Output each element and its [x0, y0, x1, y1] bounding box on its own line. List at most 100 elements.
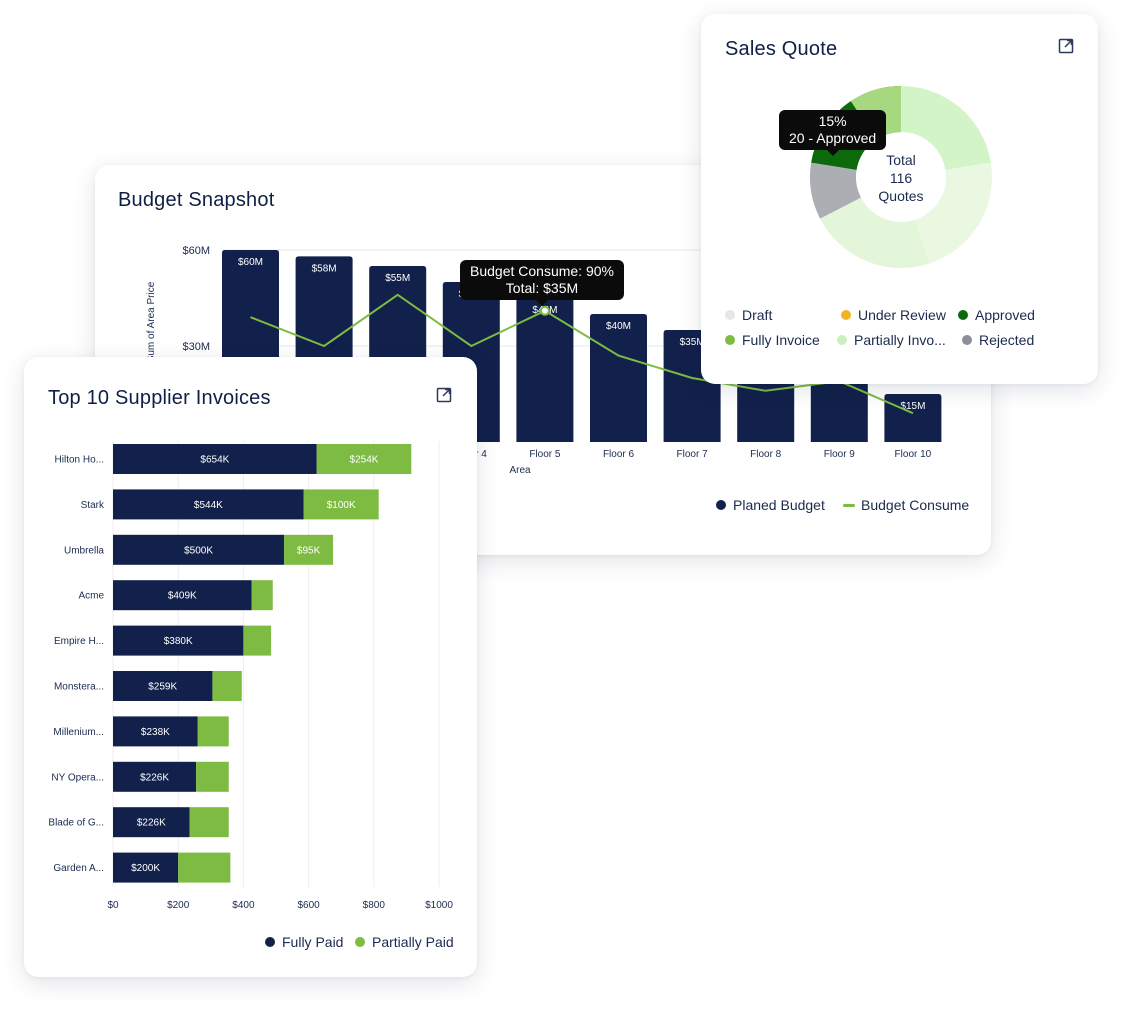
legend-fully-invoice-marker	[725, 335, 735, 345]
legend-approved-marker	[958, 310, 968, 320]
legend-rejected-label: Rejected	[979, 332, 1035, 348]
bar-partially-paid	[196, 761, 229, 792]
x-tick-label: Floor 6	[603, 449, 635, 460]
legend-partially-paid[interactable]: Partially Paid	[355, 934, 454, 950]
x-tick-label: Floor 7	[677, 449, 709, 460]
bar-value-label: $58M	[312, 263, 337, 274]
bar-fully-paid	[113, 761, 197, 792]
x-tick-label: $400	[232, 900, 255, 911]
bar-partially-paid	[243, 625, 272, 656]
sales-tooltip: 15% 20 - Approved	[779, 110, 887, 156]
legend-fully-paid[interactable]: Fully Paid	[265, 934, 343, 950]
bar-floor-6	[590, 314, 647, 442]
y-axis-label: Sum of Area Price	[146, 281, 157, 362]
bar-partially-paid	[197, 716, 229, 747]
x-tick-label: $600	[297, 900, 320, 911]
donut-center-line1: Total	[886, 152, 916, 168]
sales-quote-title: Sales Quote	[725, 38, 838, 60]
bar-fully-paid	[113, 444, 317, 474]
legend-planed-budget[interactable]: Planed Budget	[716, 497, 825, 513]
bar-fully-paid	[113, 489, 304, 520]
bar-partially-paid	[303, 489, 379, 520]
y-tick-label: Garden A...	[53, 863, 104, 874]
bar-fully-paid	[113, 534, 285, 565]
legend-approved[interactable]: Approved	[958, 307, 1035, 323]
bar-value-label: $55M	[385, 273, 410, 284]
supplier-invoices-card: Top 10 Supplier Invoices $0 $200 $400 $600 $…	[24, 357, 477, 977]
bar-partially-paid	[316, 444, 412, 474]
y-tick-label: Blade of G...	[48, 818, 104, 829]
legend-fully-invoice-label: Fully Invoice	[742, 332, 820, 348]
y-tick-label: Empire H...	[54, 636, 104, 647]
bar-fully-paid	[113, 852, 179, 883]
bar-fully-paid	[113, 671, 213, 701]
legend-rejected[interactable]: Rejected	[962, 332, 1034, 348]
legend-fully-invoice[interactable]: Fully Invoice	[725, 332, 820, 348]
bar-value-label: $35M	[680, 337, 705, 348]
y-tick-label: Stark	[81, 500, 105, 511]
budget-snapshot-title: Budget Snapshot	[118, 189, 275, 211]
legend-draft[interactable]: Draft	[725, 307, 772, 323]
x-tick-label: $200	[167, 900, 190, 911]
legend-partially-invoice-marker	[837, 335, 847, 345]
bar-partially-paid-label: $95K	[297, 545, 321, 556]
bar-fully-paid-label: $238K	[141, 727, 170, 738]
legend-draft-marker	[725, 310, 735, 320]
legend-approved-label: Approved	[975, 307, 1035, 323]
x-tick-label: $1000	[425, 900, 453, 911]
bar-value-label: $40M	[606, 321, 631, 332]
legend-budget-consume-marker	[843, 503, 855, 507]
external-link-icon[interactable]	[436, 387, 452, 403]
legend-partially-invoice[interactable]: Partially Invo...	[837, 332, 946, 348]
bar-partially-paid-label: $100K	[327, 500, 356, 511]
supplier-invoices-title: Top 10 Supplier Invoices	[48, 387, 271, 409]
bar-partially-paid-label: $254K	[350, 455, 379, 466]
legend-under-review[interactable]: Under Review	[841, 307, 946, 323]
bar-fully-paid-label: $259K	[148, 682, 177, 693]
donut-center-label: Total 116 Quotes	[861, 151, 941, 205]
bar-fully-paid-label: $380K	[164, 636, 193, 647]
x-axis-label: Area	[509, 465, 531, 476]
bar-floor-5	[516, 298, 574, 442]
budget-tooltip-line2: Total: $35M	[505, 280, 579, 296]
supplier-chart: $0 $200 $400 $600 $800 $1000 Hilton Ho... $654K…	[48, 441, 453, 911]
bar-fully-paid-label: $226K	[140, 772, 169, 783]
legend-partially-paid-label: Partially Paid	[372, 934, 454, 950]
legend-under-review-marker	[841, 310, 851, 320]
legend-fully-paid-label: Fully Paid	[282, 934, 344, 950]
donut-center-line3: Quotes	[878, 188, 924, 204]
x-tick-label: $0	[107, 900, 119, 911]
budget-tooltip: Budget Consume: 90% Total: $35M	[460, 260, 624, 306]
sales-quote-card: Sales Quote Total 116 Quotes 15% 20 - Ap…	[701, 14, 1098, 384]
bar-value-label: $60M	[238, 257, 263, 268]
x-tick-label: $800	[363, 900, 386, 911]
bar-fully-paid-label: $544K	[194, 500, 223, 511]
bar-partially-paid	[284, 534, 334, 565]
y-tick-label: Umbrella	[64, 545, 104, 556]
y-tick-label: Hilton Ho...	[55, 455, 104, 466]
bar-fully-paid-label: $409K	[168, 591, 197, 602]
y-tick-label: $30M	[182, 341, 210, 353]
bar-fully-paid-label: $200K	[131, 863, 160, 874]
bar-fully-paid	[113, 625, 244, 656]
donut-slice-rejected	[810, 162, 861, 219]
budget-consume-point-active	[539, 305, 550, 316]
bar-fully-paid	[113, 716, 198, 747]
y-tick-label: $60M	[182, 245, 210, 257]
bar-partially-paid	[189, 807, 229, 838]
bar-fully-paid	[113, 807, 190, 838]
bar-partially-paid	[178, 852, 231, 883]
external-link-icon[interactable]	[1058, 38, 1074, 54]
legend-budget-consume[interactable]: Budget Consume	[843, 497, 969, 513]
bar-partially-paid	[251, 580, 273, 611]
bar-partially-paid	[212, 671, 242, 701]
x-tick-label: Floor 5	[529, 449, 561, 460]
legend-rejected-marker	[962, 335, 972, 345]
donut-center-line2: 116	[889, 170, 913, 186]
legend-draft-label: Draft	[742, 307, 773, 323]
bar-fully-paid-label: $654K	[200, 455, 229, 466]
sales-tooltip-line1: 15%	[818, 113, 847, 129]
bar-value-label: $15M	[900, 401, 925, 412]
budget-tooltip-line1: Budget Consume: 90%	[470, 263, 614, 279]
sales-tooltip-line2: 20 - Approved	[789, 130, 877, 146]
